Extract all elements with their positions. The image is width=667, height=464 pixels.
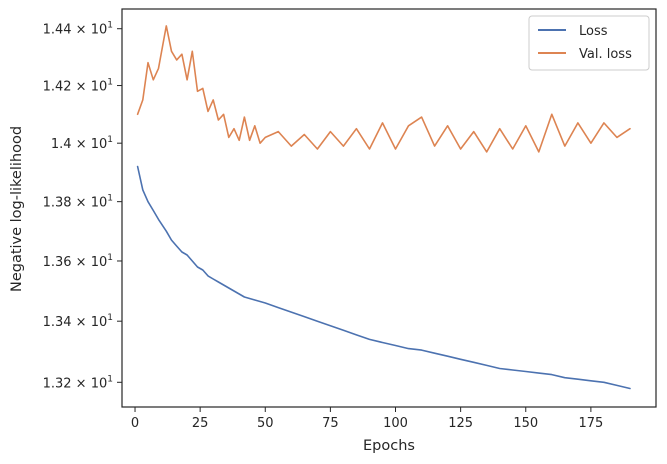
- legend-label-loss: Loss: [579, 24, 608, 39]
- legend-label-val-loss: Val. loss: [579, 47, 632, 62]
- x-axis-label: Epochs: [363, 438, 415, 454]
- series-line-loss: [136, 165, 631, 390]
- y-axis-label: Negative log-likelihood: [9, 126, 25, 292]
- x-tick-label: 75: [322, 416, 339, 431]
- x-tick-label: 100: [383, 416, 408, 431]
- x-axis-ticks: 0 25 50 75 100 125 150 175: [131, 407, 603, 431]
- x-tick-label: 125: [448, 416, 473, 431]
- y-tick-label: 1.4 × 101: [51, 135, 113, 152]
- axes-frame: [121, 8, 657, 408]
- y-tick-label: 1.36 × 101: [43, 253, 113, 270]
- x-tick-label: 175: [578, 416, 603, 431]
- x-tick-label: 0: [131, 416, 139, 431]
- y-tick-label: 1.38 × 101: [43, 194, 113, 211]
- x-tick-label: 150: [513, 416, 538, 431]
- x-tick-label: 25: [192, 416, 209, 431]
- y-axis-ticks: 1.32 × 101 1.34 × 101 1.36 × 101 1.38 × 101…: [43, 21, 122, 391]
- y-tick-label: 1.34 × 101: [43, 313, 113, 330]
- legend: Loss Val. loss: [528, 15, 650, 71]
- series-line-val-loss: [136, 25, 631, 153]
- y-tick-label: 1.42 × 101: [43, 78, 113, 95]
- y-tick-label: 1.44 × 101: [43, 21, 113, 38]
- x-tick-label: 50: [257, 416, 274, 431]
- plot-area: [121, 8, 657, 408]
- y-tick-label: 1.32 × 101: [43, 374, 113, 391]
